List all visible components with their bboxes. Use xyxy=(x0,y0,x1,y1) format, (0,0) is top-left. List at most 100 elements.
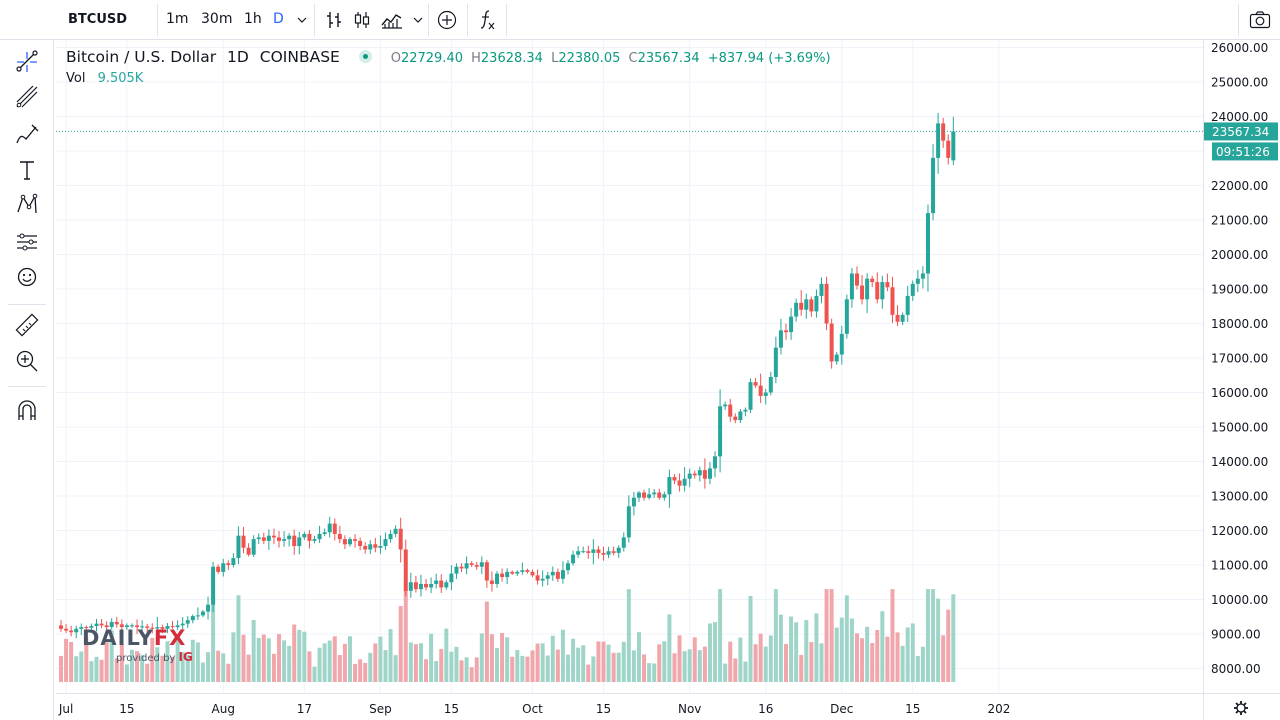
settings-gear-icon[interactable] xyxy=(1234,701,1248,715)
candlesticks xyxy=(59,112,956,639)
bar-style-icon[interactable] xyxy=(324,10,344,30)
volume-bar xyxy=(900,645,905,682)
candle-body xyxy=(657,492,662,498)
camera-icon[interactable] xyxy=(1249,10,1271,30)
volume-bar xyxy=(64,638,69,682)
candle-body xyxy=(221,563,226,572)
x-tick-label: Nov xyxy=(678,702,701,716)
candle-body xyxy=(753,382,758,386)
volume-bar xyxy=(804,620,809,682)
volume-bar xyxy=(459,660,464,682)
magnet-icon[interactable] xyxy=(14,398,40,424)
candle-body xyxy=(576,551,581,555)
volume-bar xyxy=(221,653,226,682)
candle-body xyxy=(900,314,905,322)
volume-label[interactable]: Vol xyxy=(66,71,86,86)
y-tick-label: 20000.00 xyxy=(1211,248,1268,262)
x-tick-label: 17 xyxy=(297,702,312,716)
candle-body xyxy=(631,497,636,507)
candle-body xyxy=(89,626,94,628)
volume-bar xyxy=(135,651,140,682)
interval-30m-button[interactable]: 30m xyxy=(201,11,233,27)
volume-bar xyxy=(647,663,652,682)
volume-bar xyxy=(383,650,388,682)
y-tick-label: 16000.00 xyxy=(1211,386,1268,400)
logo-brand-a: DAILY xyxy=(82,626,154,650)
y-tick-label: 11000.00 xyxy=(1211,559,1268,573)
zoom-icon[interactable] xyxy=(14,348,40,374)
brush-icon[interactable] xyxy=(14,121,40,147)
volume-bar xyxy=(824,589,829,682)
y-tick-label: 18000.00 xyxy=(1211,317,1268,331)
candle-body xyxy=(434,580,439,584)
candle-body xyxy=(429,583,434,588)
ruler-icon[interactable] xyxy=(14,312,40,338)
candle-body xyxy=(530,571,535,576)
legend-symbol-title[interactable]: Bitcoin / U.S. Dollar xyxy=(66,48,217,66)
candle-style-icon[interactable] xyxy=(352,10,372,30)
add-icon[interactable] xyxy=(437,10,457,30)
candle-body xyxy=(383,539,388,547)
chevron-down-icon[interactable] xyxy=(412,14,424,26)
top-toolbar: BTCUSD 1m 30m 1h D xyxy=(0,0,1280,40)
candle-body xyxy=(231,558,236,565)
candle-body xyxy=(69,630,74,633)
candle-body xyxy=(216,566,221,572)
interval-1m-button[interactable]: 1m xyxy=(166,11,189,27)
candle-body xyxy=(682,478,687,486)
candle-body xyxy=(920,273,925,279)
candle-body xyxy=(743,409,748,412)
candle-body xyxy=(104,625,109,628)
volume-bar xyxy=(454,646,459,682)
candle-body xyxy=(936,123,941,158)
candle-body xyxy=(540,578,545,581)
toolbar-divider xyxy=(314,4,315,36)
text-icon[interactable] xyxy=(14,157,40,183)
candle-body xyxy=(302,533,307,538)
fib-icon[interactable] xyxy=(14,84,40,110)
indicators-icon[interactable] xyxy=(478,9,498,31)
volume-bar xyxy=(844,595,849,682)
prediction-icon[interactable] xyxy=(14,229,40,255)
gear-tooth xyxy=(1235,710,1239,714)
candle-body xyxy=(474,565,479,567)
candle-body xyxy=(905,295,910,315)
legend-open: 22729.40 xyxy=(400,51,463,66)
interval-1h-button[interactable]: 1h xyxy=(244,11,262,27)
candle-body xyxy=(596,549,601,553)
candle-body xyxy=(94,623,99,627)
volume-bar xyxy=(479,633,484,682)
emoji-icon[interactable] xyxy=(14,264,40,290)
volume-bar xyxy=(114,658,119,682)
volume-bar xyxy=(743,661,748,682)
trendline-icon[interactable] xyxy=(14,48,40,74)
volume-bar xyxy=(510,656,515,682)
interval-d-button[interactable]: D xyxy=(273,11,284,27)
volume-bar xyxy=(581,645,586,682)
volume-bar xyxy=(682,651,687,682)
candle-body xyxy=(500,573,505,578)
volume-bar xyxy=(936,598,941,682)
candle-body xyxy=(778,330,783,348)
candle-body xyxy=(839,333,844,355)
candle-body xyxy=(79,627,84,629)
volume-bar xyxy=(484,601,489,682)
chevron-down-icon[interactable] xyxy=(296,14,308,26)
candle-body xyxy=(226,563,231,565)
compare-icon[interactable] xyxy=(381,10,403,30)
logo-brand-b: FX xyxy=(153,626,187,650)
candle-body xyxy=(748,382,753,410)
symbol-search-button[interactable]: BTCUSD xyxy=(68,12,128,27)
crosshair-icon[interactable] xyxy=(14,49,40,75)
volume-bar xyxy=(560,629,565,682)
candle-body xyxy=(581,551,586,553)
volume-bar xyxy=(702,646,707,682)
volume-bar xyxy=(185,655,190,682)
candle-body xyxy=(353,539,358,541)
candle-body xyxy=(870,278,875,283)
y-tick-label: 8000.00 xyxy=(1211,662,1261,676)
candle-body xyxy=(378,546,383,548)
volume-bar xyxy=(89,661,94,682)
pattern-icon[interactable] xyxy=(14,192,40,218)
